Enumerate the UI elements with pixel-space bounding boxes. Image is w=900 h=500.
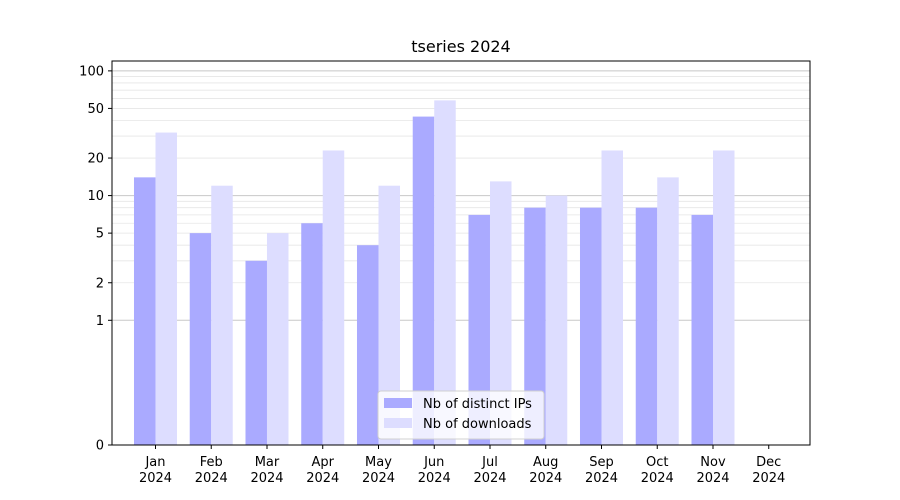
x-tick-label: Nov 2024 [696, 455, 729, 486]
bar-downloads [266, 233, 289, 445]
bar-distinct-ips [245, 260, 267, 445]
y-tick-label: 20 [87, 152, 104, 167]
x-tick-label: Jun 2024 [418, 455, 451, 486]
legend-swatch [384, 398, 412, 408]
bar-distinct-ips [133, 177, 156, 445]
bar-downloads [601, 150, 623, 445]
bar-distinct-ips [691, 214, 713, 445]
x-tick-label: May 2024 [362, 455, 395, 486]
bar-downloads [712, 150, 735, 445]
bar-distinct-ips [301, 223, 323, 445]
bar-downloads [322, 150, 345, 445]
bar-distinct-ips [468, 214, 490, 445]
bar-distinct-ips [579, 207, 602, 445]
bar-downloads [434, 100, 456, 445]
chart-title: tseries 2024 [411, 37, 510, 56]
y-tick-label: 50 [87, 102, 104, 117]
bar-distinct-ips [189, 233, 212, 445]
x-tick-label: Jul 2024 [473, 455, 506, 486]
x-tick-label: Aug 2024 [529, 455, 562, 486]
legend-label: Nb of distinct IPs [423, 397, 532, 412]
legend-label: Nb of downloads [423, 417, 532, 432]
bar-downloads [378, 185, 400, 445]
y-tick-label: 5 [96, 227, 104, 242]
x-axis: Jan 2024 Feb 2024 Mar 2024 Apr 2024 May 2024 Jun 20… [139, 445, 785, 486]
bar-downloads [155, 132, 177, 446]
x-tick-label: Dec 2024 [752, 455, 785, 486]
bar-distinct-ips [356, 245, 379, 445]
bar-downloads [657, 177, 679, 445]
y-tick-label: 100 [79, 64, 104, 79]
x-tick-label: Sep 2024 [585, 455, 618, 486]
y-tick-label: 0 [96, 439, 104, 454]
x-tick-label: Oct 2024 [641, 455, 674, 486]
bar-distinct-ips [635, 207, 658, 445]
y-tick-label: 10 [87, 189, 104, 204]
plot-frame [111, 60, 811, 446]
legend-swatch [384, 418, 412, 428]
bar-downloads [211, 185, 233, 445]
bar-downloads [489, 181, 512, 445]
x-tick-label: Mar 2024 [250, 455, 283, 486]
bar-downloads [545, 195, 568, 445]
x-tick-label: Apr 2024 [306, 455, 339, 486]
bar-distinct-ips [524, 207, 546, 445]
bars [133, 100, 735, 446]
legend-box [377, 390, 545, 440]
y-axis: 0 1 2 5 10 20 50 100 [79, 64, 112, 454]
legend: Nb of distinct IPs Nb of downloads [377, 390, 545, 440]
bar-distinct-ips [412, 116, 435, 445]
x-tick-label: Feb 2024 [195, 455, 228, 486]
y-tick-label: 1 [96, 314, 104, 329]
y-tick-label: 2 [96, 276, 104, 291]
x-tick-label: Jan 2024 [139, 455, 172, 486]
